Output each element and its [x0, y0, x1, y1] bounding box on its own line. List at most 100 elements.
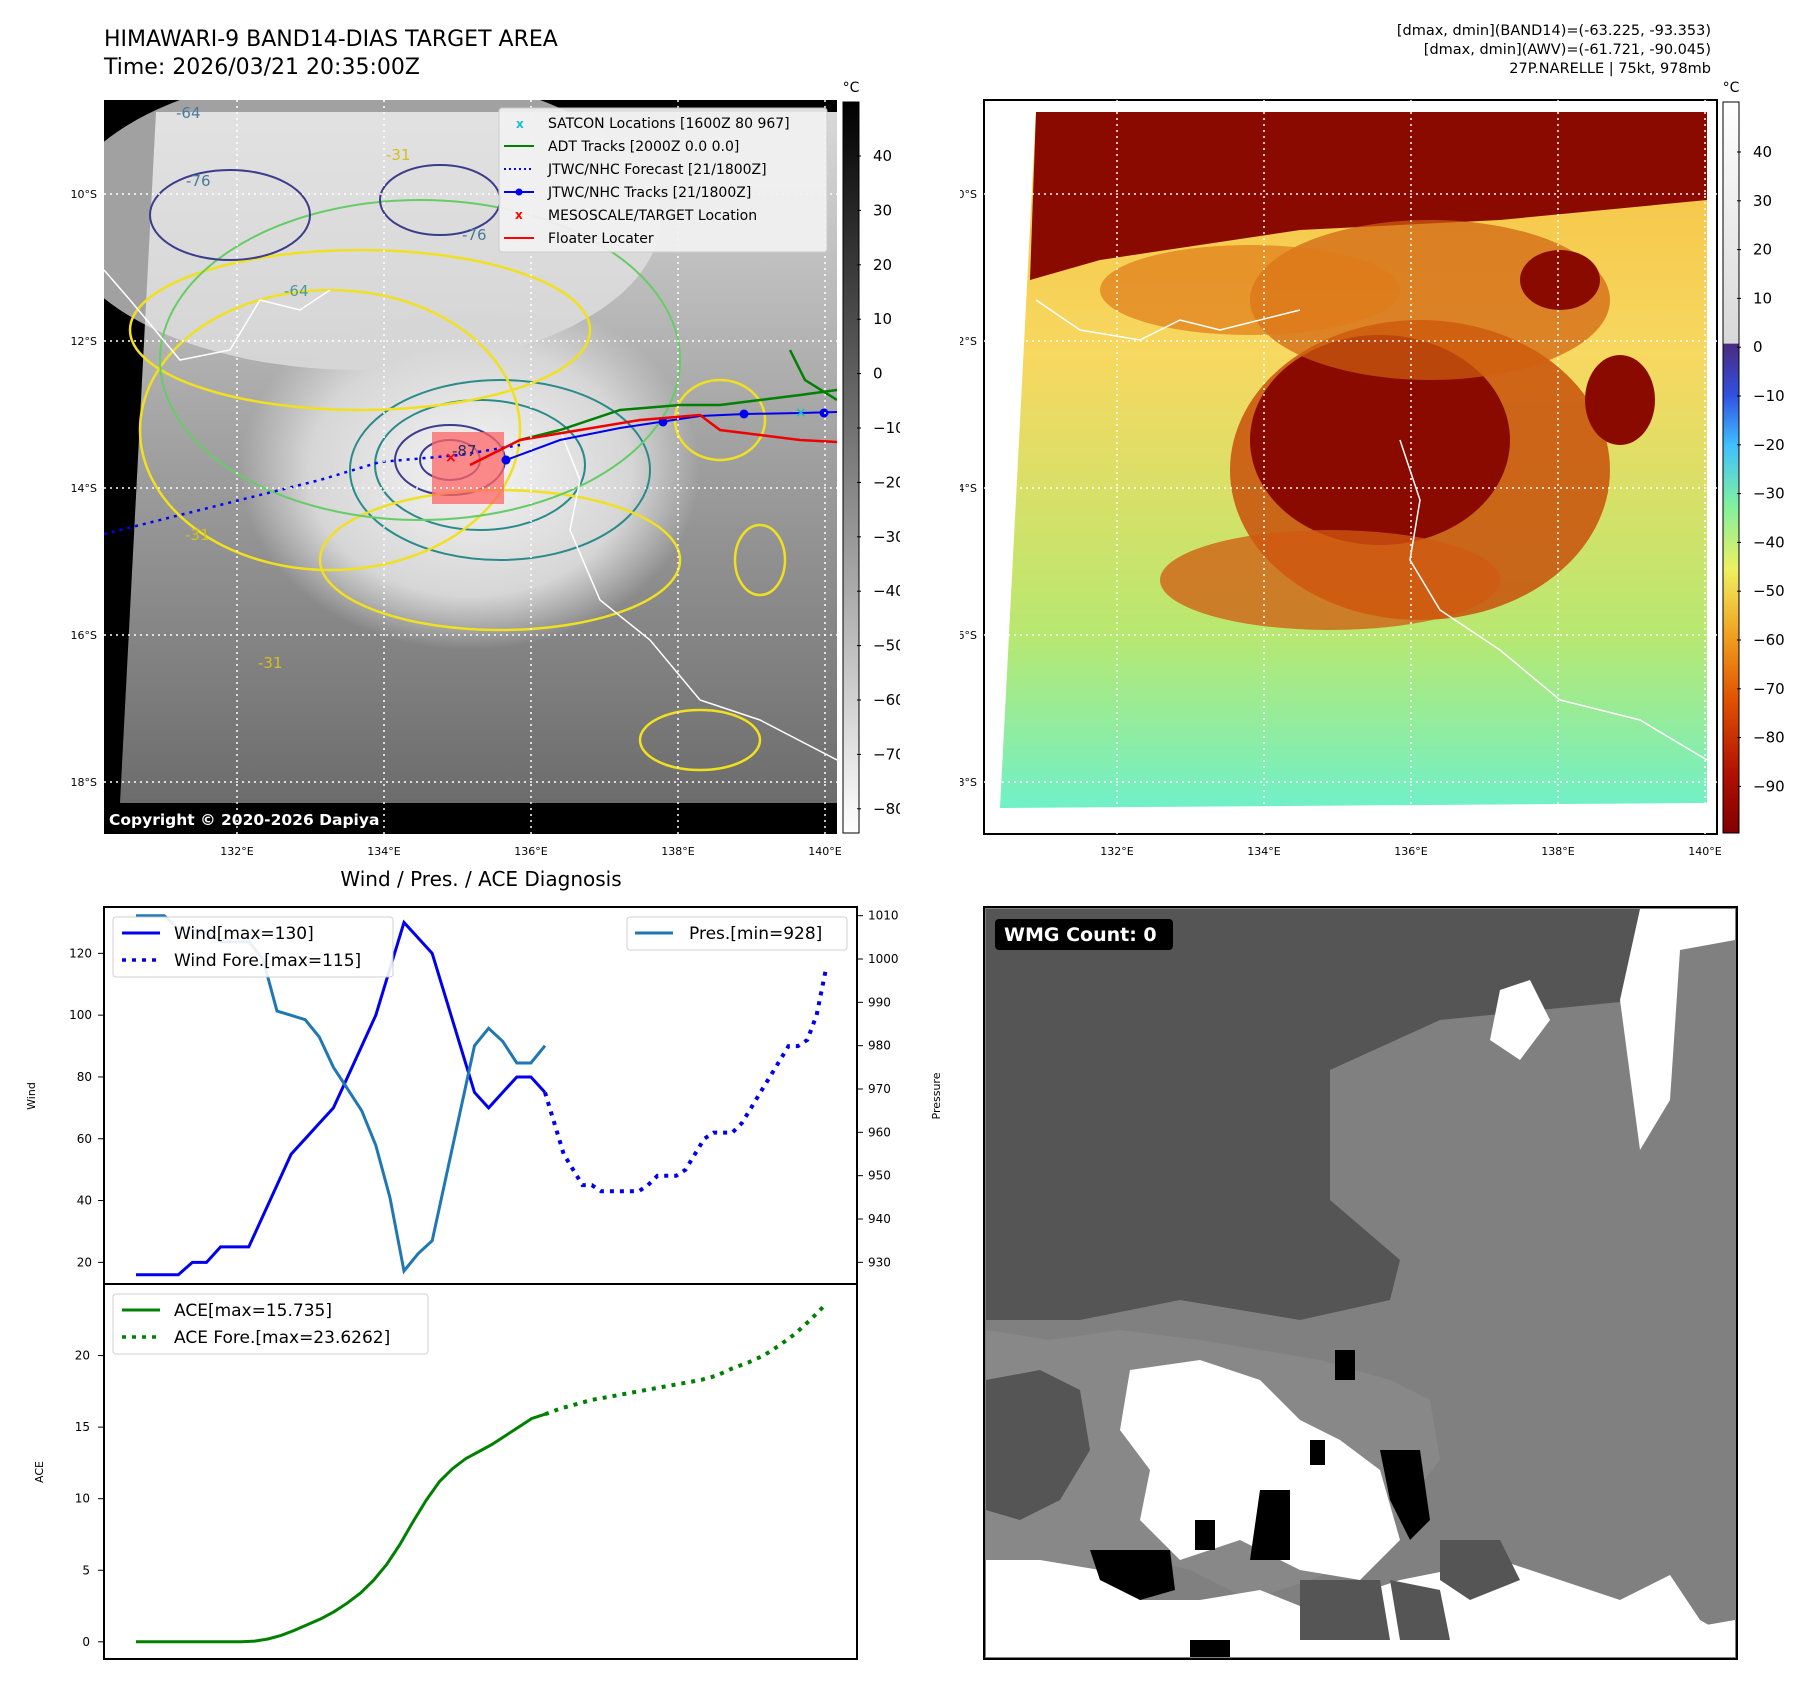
lon-tick: 134°E — [367, 845, 400, 858]
colorbar-tick-label: −40 — [1753, 533, 1785, 551]
lon-tick: 132°E — [1100, 845, 1133, 858]
ace-tick-label: 5 — [82, 1563, 90, 1577]
colorbar-tick-label: −10 — [873, 419, 900, 437]
wind-legend: Wind[max=130] Wind Fore.[max=115] — [112, 916, 394, 978]
wmg-count-label: WMG Count: 0 — [1004, 924, 1157, 946]
ace-tick-label: 20 — [75, 1349, 90, 1363]
wind-tick-label: 40 — [77, 1194, 92, 1208]
colorbar-tick-label: −60 — [873, 691, 900, 709]
contour-label: -64 — [284, 282, 309, 300]
svg-text:×: × — [445, 450, 457, 466]
contour-label: -64 — [176, 104, 201, 122]
svg-text:x: x — [516, 117, 524, 131]
colorbar-tick-label: −80 — [873, 800, 900, 818]
wind-tick-label: 60 — [77, 1132, 92, 1146]
storm-summary: [dmax, dmin](BAND14)=(-63.225, -93.353) … — [1397, 22, 1711, 79]
awv-colorbar-ticks: 40 30 20 10 0 −10 −20 −30 −40 −50 −60 −70 −80 −90 — [1737, 143, 1785, 795]
ir-map-axis: 10°S 12°S 14°S 16°S 18°S 132°E 134°E 136… — [71, 188, 842, 858]
best-track — [505, 411, 837, 461]
map-legend: x SATCON Locations [1600Z 80 967] ADT Tr… — [498, 107, 828, 253]
legend-ace: ACE[max=15.735] — [174, 1301, 332, 1321]
contour-label: -31 — [185, 526, 210, 544]
title-line-2: Time: 2026/03/21 20:35:00Z — [104, 55, 420, 80]
ace-tick-label: 15 — [75, 1420, 90, 1434]
ir-colorbar-unit: °C — [843, 80, 860, 96]
lat-tick: 16°S — [960, 629, 977, 642]
lat-tick: 14°S — [960, 482, 977, 495]
pressure-tick-label: 990 — [868, 995, 891, 1009]
wmg-panel: WMG Count: 0 — [983, 906, 1738, 1660]
colorbar-tick-label: −50 — [873, 637, 900, 655]
title-line-1: HIMAWARI-9 BAND14-DIAS TARGET AREA — [104, 27, 558, 52]
pressure-tick-label: 1000 — [868, 952, 899, 966]
pressure-tick-label: 950 — [868, 1169, 891, 1183]
wmg-grid — [986, 909, 1735, 1657]
legend-wind: Wind[max=130] — [174, 924, 314, 944]
ir-map-panel: × × -64 -76 -76 -87 -64 -31 -31 -31 Copy… — [71, 80, 900, 858]
colorbar-tick-label: 0 — [1753, 338, 1763, 356]
colorbar-tick-label: −70 — [873, 745, 900, 763]
pressure-tick-label: 930 — [868, 1255, 891, 1269]
pressure-axis-label: Pressure — [930, 1072, 943, 1119]
colorbar-tick-label: −30 — [873, 528, 900, 546]
pressure-tick-label: 970 — [868, 1082, 891, 1096]
lat-tick: 10°S — [960, 188, 977, 201]
legend-wind-forecast: Wind Fore.[max=115] — [174, 951, 361, 971]
colorbar-tick-label: 40 — [873, 147, 892, 165]
contour-label: -76 — [186, 172, 211, 190]
legend-satcon: SATCON Locations [1600Z 80 967] — [548, 116, 790, 132]
lon-tick: 134°E — [1247, 845, 1280, 858]
wind-forecast-line — [543, 968, 828, 1194]
ace-axis-label: ACE — [33, 1461, 46, 1483]
band14-range: [dmax, dmin](BAND14)=(-63.225, -93.353) — [1396, 23, 1711, 39]
legend-target: MESOSCALE/TARGET Location — [548, 208, 757, 224]
colorbar-tick-label: 30 — [873, 201, 892, 219]
colorbar-tick-label: −20 — [1753, 436, 1785, 454]
awv-map-axis: 10°S 12°S 14°S 16°S 18°S 132°E 134°E 136… — [960, 188, 1722, 858]
storm-info: 27P.NARELLE | 75kt, 978mb — [1509, 61, 1711, 77]
pressure-tick-label: 960 — [868, 1125, 891, 1139]
colorbar-tick-label: −30 — [1753, 485, 1785, 503]
ace-legend: ACE[max=15.735] ACE Fore.[max=23.6262] — [112, 1293, 429, 1355]
contour-label: -87 — [452, 442, 477, 460]
ir-colorbar-ticks: 40 30 20 10 0 −10 −20 −30 −40 −50 −60 −70 −80 — [857, 147, 900, 818]
colorbar-tick-label: 20 — [873, 256, 892, 274]
figure-title: HIMAWARI-9 BAND14-DIAS TARGET AREA Time:… — [104, 26, 558, 82]
awv-colorbar-unit: °C — [1723, 80, 1740, 96]
awv-gridlines — [984, 100, 1717, 834]
pressure-tick-label: 1010 — [868, 909, 899, 923]
colorbar-tick-label: −70 — [1753, 680, 1785, 698]
pressure-legend: Pres.[min=928] — [626, 916, 848, 951]
colorbar-tick-label: 10 — [1753, 289, 1772, 307]
lat-tick: 16°S — [71, 629, 97, 642]
colorbar-tick-label: −40 — [873, 582, 900, 600]
awv-range: [dmax, dmin](AWV)=(-61.721, -90.045) — [1423, 42, 1711, 58]
colorbar-tick-label: 10 — [873, 310, 892, 328]
lat-tick: 10°S — [71, 188, 97, 201]
lon-tick: 140°E — [808, 845, 841, 858]
colorbar-tick-label: −20 — [873, 473, 900, 491]
colorbar-tick-label: −50 — [1753, 582, 1785, 600]
colorbar-tick-label: −60 — [1753, 631, 1785, 649]
ace-tick-label: 10 — [75, 1492, 90, 1506]
lon-tick: 136°E — [1394, 845, 1427, 858]
wmg-count-badge: WMG Count: 0 — [995, 919, 1173, 950]
svg-text:×: × — [795, 405, 807, 421]
diagnosis-panel: Wind / Pres. / ACE Diagnosis 20406080100… — [25, 867, 943, 1660]
contour-labels: -64 -76 -76 -87 -64 -31 -31 -31 — [176, 104, 487, 672]
legend-ace-forecast: ACE Fore.[max=23.6262] — [174, 1328, 390, 1348]
pressure-tick-label: 940 — [868, 1212, 891, 1226]
ir-colorbar — [842, 101, 860, 834]
wind-line — [136, 919, 547, 1277]
lon-tick: 136°E — [514, 845, 547, 858]
lat-tick: 14°S — [71, 482, 97, 495]
lon-tick: 132°E — [220, 845, 253, 858]
legend-tracks: JTWC/NHC Tracks [21/1800Z] — [547, 185, 751, 201]
diagnosis-title: Wind / Pres. / ACE Diagnosis — [340, 867, 621, 891]
legend-floater: Floater Locater — [548, 231, 654, 247]
map-gridlines — [104, 100, 837, 834]
wind-tick-label: 20 — [77, 1255, 92, 1269]
ace-tick-label: 0 — [82, 1635, 90, 1649]
floater-track — [469, 413, 837, 467]
colorbar-tick-label: 40 — [1753, 143, 1772, 161]
